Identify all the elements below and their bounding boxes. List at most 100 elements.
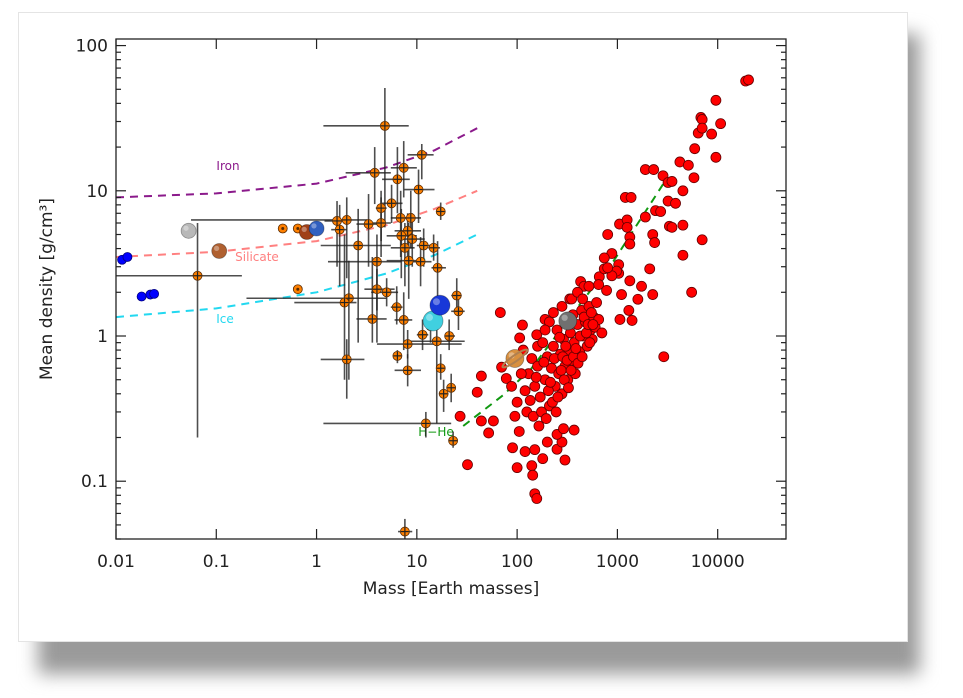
curve-label: Silicate <box>235 250 279 264</box>
curve-0 <box>115 127 478 199</box>
body-highlight <box>311 223 317 229</box>
data-points <box>117 74 754 537</box>
giant-planet-point <box>677 185 689 197</box>
giant-planet-point <box>655 206 667 217</box>
giant-planet-point <box>677 249 689 261</box>
giant-planet-point <box>554 331 565 343</box>
giant-planet-point <box>710 94 722 106</box>
giant-planet-point <box>545 376 556 388</box>
plot-frame <box>115 38 787 540</box>
giant-planet-point <box>598 252 610 264</box>
giant-planet-point <box>632 293 644 305</box>
giant-planet-point <box>636 280 647 292</box>
giant-planet-point <box>552 391 564 403</box>
curve-2 <box>115 233 478 319</box>
giant-planet-point <box>524 395 536 406</box>
giant-planet-point <box>621 221 633 233</box>
body-highlight <box>301 226 307 233</box>
giant-planet-point <box>534 391 546 403</box>
giant-planet-point <box>560 340 572 352</box>
giant-planet-point <box>658 351 670 363</box>
body-highlight <box>432 298 440 306</box>
giant-planet-point <box>647 289 659 300</box>
giant-planet-point <box>576 351 588 363</box>
giant-planet-point <box>506 380 517 392</box>
giant-planet-point <box>529 444 541 456</box>
giant-planet-point <box>462 459 473 471</box>
giant-planet-point <box>644 263 656 275</box>
giant-planet-point <box>584 337 596 349</box>
giant-planet-point <box>689 143 701 155</box>
x-tick-label: 1 <box>311 552 322 572</box>
giant-planet-point <box>696 234 708 246</box>
curve-label: H−He <box>418 425 453 439</box>
giant-planet-point <box>555 364 567 376</box>
giant-planet-point <box>601 285 612 296</box>
giant-planet-point <box>587 319 599 330</box>
giant-planet-point <box>537 337 549 349</box>
axes: 0.01 0.1 1 10 100 1000 10000 0.1 1 10 100 <box>76 37 787 572</box>
giant-planet-point <box>585 307 597 318</box>
x-tick-label: 100 <box>501 552 533 572</box>
giant-planet-point <box>511 396 523 408</box>
giant-planet-point <box>670 197 681 209</box>
giant-planet-point <box>715 118 727 130</box>
giant-planet-point <box>666 176 678 187</box>
giant-planet-point <box>475 415 487 427</box>
giant-planet-point <box>706 128 718 140</box>
giant-planet-point <box>527 469 539 481</box>
giant-planet-point <box>556 300 568 312</box>
giant-planet-point <box>591 297 602 308</box>
y-tick-label: 100 <box>76 37 108 57</box>
giant-planet-point <box>593 279 605 290</box>
body-highlight <box>213 245 220 251</box>
giant-planet-point <box>515 368 527 380</box>
giant-planet-point <box>507 442 518 454</box>
giant-planet-point <box>529 380 541 392</box>
giant-planet-point <box>568 424 580 436</box>
giant-planet-point <box>616 289 627 300</box>
giant-planet-point <box>519 446 531 457</box>
body-highlight <box>426 313 434 321</box>
x-tick-label: 10 <box>406 552 428 572</box>
giant-planet-point <box>511 462 523 474</box>
giant-planet-point <box>686 286 698 298</box>
giant-planet-point <box>547 340 559 352</box>
giant-planet-point <box>550 406 562 418</box>
giant-planet-point <box>541 436 553 448</box>
giant-planet-point <box>475 370 487 382</box>
x-tick-label: 0.1 <box>203 552 230 572</box>
giant-planet-point <box>454 410 466 422</box>
giant-planet-point <box>624 238 636 250</box>
x-tick-label: 1000 <box>596 552 639 572</box>
giant-planet-point <box>710 151 722 163</box>
error-bars <box>116 88 465 539</box>
giant-planet-point <box>614 314 626 325</box>
x-tick-label: 0.01 <box>97 552 135 572</box>
giant-planet-point <box>639 211 651 223</box>
giant-planet-point <box>471 386 483 398</box>
giant-planet-point <box>513 426 525 437</box>
giant-planet-point <box>688 172 700 184</box>
giant-planet-point <box>596 327 608 339</box>
solar-body-rocky <box>180 222 197 239</box>
x-axis-title: Mass [Earth masses] <box>363 579 539 599</box>
giant-planet-point <box>494 307 506 318</box>
giant-planet-point <box>570 343 582 354</box>
giant-planet-point <box>602 262 614 274</box>
giant-planet-point <box>626 315 638 326</box>
giant-planet-point <box>583 280 595 292</box>
giant-planet-point <box>533 420 545 432</box>
y-tick-label: 10 <box>86 182 108 202</box>
giant-planet-point <box>556 436 568 448</box>
giant-planet-point <box>530 371 542 383</box>
solar-body-moon <box>136 291 147 302</box>
giant-planet-point <box>682 159 694 171</box>
giant-planet-point <box>540 413 552 424</box>
giant-planet-point <box>538 356 550 368</box>
giant-planet-point <box>531 493 543 504</box>
solar-body-gas-giant <box>558 311 578 331</box>
solar-body-moon <box>122 252 133 262</box>
giant-planet-point <box>743 74 754 86</box>
point-center <box>281 226 285 230</box>
